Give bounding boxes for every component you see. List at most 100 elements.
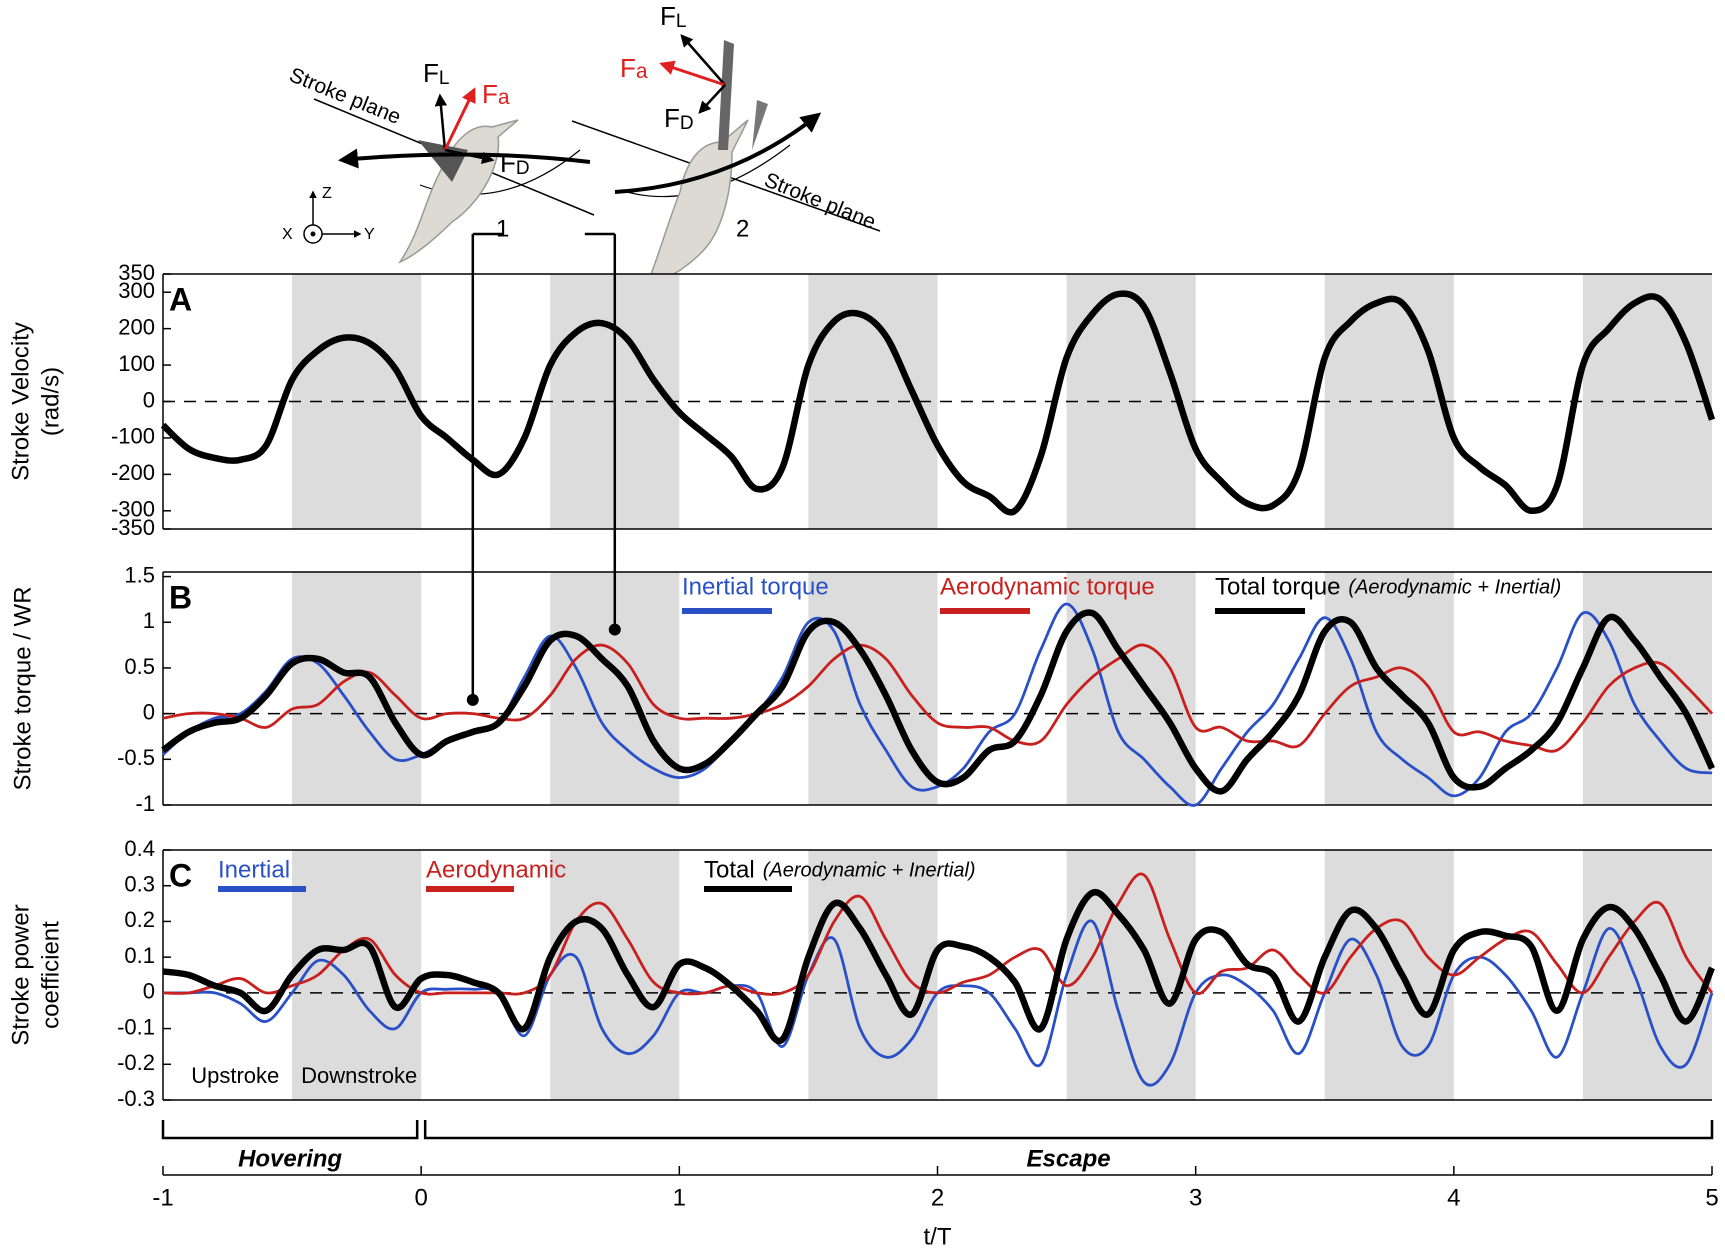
force-label: FD [500,148,530,179]
panel-label: A [169,281,192,317]
downstroke-band [1066,572,1196,805]
force-label: Fa [482,79,510,109]
legend-label: Aerodynamic [426,856,566,883]
snapshot-marker [466,693,479,706]
series-line [162,643,1714,753]
downstroke-band [550,850,680,1100]
force-arrow [434,93,448,151]
downstroke-band [1582,850,1712,1100]
downstroke-band [1066,850,1196,1100]
panel-label: B [169,579,192,615]
phase-label: Escape [1027,1145,1111,1172]
x-tick-label: 5 [1705,1184,1718,1211]
legend-swatch [682,608,772,614]
y-axis-label: Stroke Velocity [7,322,34,481]
legend-swatch [704,886,792,892]
legend-label: Inertial torque [682,573,829,600]
bird-wing [718,40,734,150]
force-arrow [659,60,726,87]
legend-swatch [426,886,514,892]
annotation: Downstroke [301,1063,417,1088]
downstroke-band [808,850,938,1100]
x-tick-label: 1 [673,1184,686,1211]
y-tick-label: -350 [111,515,155,540]
legend-label: Aerodynamic torque [940,573,1155,600]
legend-swatch [1215,608,1305,614]
series-line [160,290,1716,516]
y-axis-label: (rad/s) [37,367,64,436]
series-line [162,889,1715,1045]
series-line [162,872,1714,996]
legend-label: Inertial [218,856,290,883]
x-tick-label: 3 [1189,1184,1202,1211]
y-tick-label: -100 [111,424,155,449]
y-tick-label: 0 [143,699,155,724]
force-label: FL [423,58,449,89]
x-tick-label: -1 [152,1184,173,1211]
axis-icon-label: Y [364,226,375,243]
y-axis-label: Stroke torque / WR [9,586,36,790]
y-tick-label: -0.1 [117,1014,155,1039]
y-tick-label: 300 [118,278,155,303]
bird-wing [418,140,468,182]
x-tick-label: 0 [414,1184,427,1211]
downstroke-band [292,572,422,805]
y-tick-label: -0.3 [117,1086,155,1111]
legend-label: Total torque [1215,573,1340,600]
x-axis-label: t/T [924,1223,952,1250]
y-tick-label: 0.5 [124,654,155,679]
force-arrow [444,148,495,165]
phase-label: Hovering [238,1145,342,1172]
legend-swatch [218,886,306,892]
bird-body [646,119,749,283]
bird-label: 2 [736,215,749,242]
y-axis-label: coefficient [37,921,64,1029]
force-arrow [443,87,476,151]
phase-bracket [161,1120,419,1140]
phase-bracket [423,1120,1714,1140]
stroke-arrow [614,112,822,194]
downstroke-band [292,850,422,1100]
y-tick-label: -0.5 [117,745,155,770]
force-label: FD [664,103,694,134]
legend-swatch [940,608,1030,614]
bird-label: 1 [496,215,509,242]
stroke-plane-label: Stroke plane [761,168,879,233]
y-tick-label: 350 [118,260,155,285]
y-tick-label: 0.3 [124,872,155,897]
illustration: Stroke plane Stroke plane FL Fa FD FL Fa… [282,1,881,283]
legend-label: Total [704,856,755,883]
y-tick-label: 1 [143,608,155,633]
snapshot-marker [608,623,621,636]
y-tick-label: -200 [111,460,155,485]
y-tick-label: 200 [118,314,155,339]
y-tick-label: 0.2 [124,907,155,932]
y-tick-label: 0.4 [124,836,155,861]
y-tick-label: -1 [135,791,155,816]
x-tick-label: 2 [931,1184,944,1211]
panel-label: C [169,857,192,893]
legend-note: (Aerodynamic + Inertial) [1348,576,1561,598]
downstroke-band [1582,572,1712,805]
force-label: Fa [620,53,648,83]
force-arrow [698,84,726,114]
axis-icon [310,231,316,237]
y-tick-label: -0.2 [117,1050,155,1075]
stroke-plane-label: Stroke plane [286,63,404,128]
axis-icon-label: Z [322,185,332,202]
y-tick-label: 0 [143,979,155,1004]
y-tick-label: 100 [118,351,155,376]
series-line [161,609,1715,795]
force-arrow [680,34,726,86]
downstroke-band [808,572,938,805]
downstroke-band [1324,850,1454,1100]
axis-icon-label: X [282,226,293,243]
bird-wing [752,100,768,150]
y-tick-label: 0.1 [124,943,155,968]
force-label: FL [660,1,686,32]
y-axis-label: Stroke power [7,904,34,1045]
downstroke-band [1324,572,1454,805]
x-tick-label: 4 [1447,1184,1460,1211]
y-tick-label: -300 [111,497,155,522]
